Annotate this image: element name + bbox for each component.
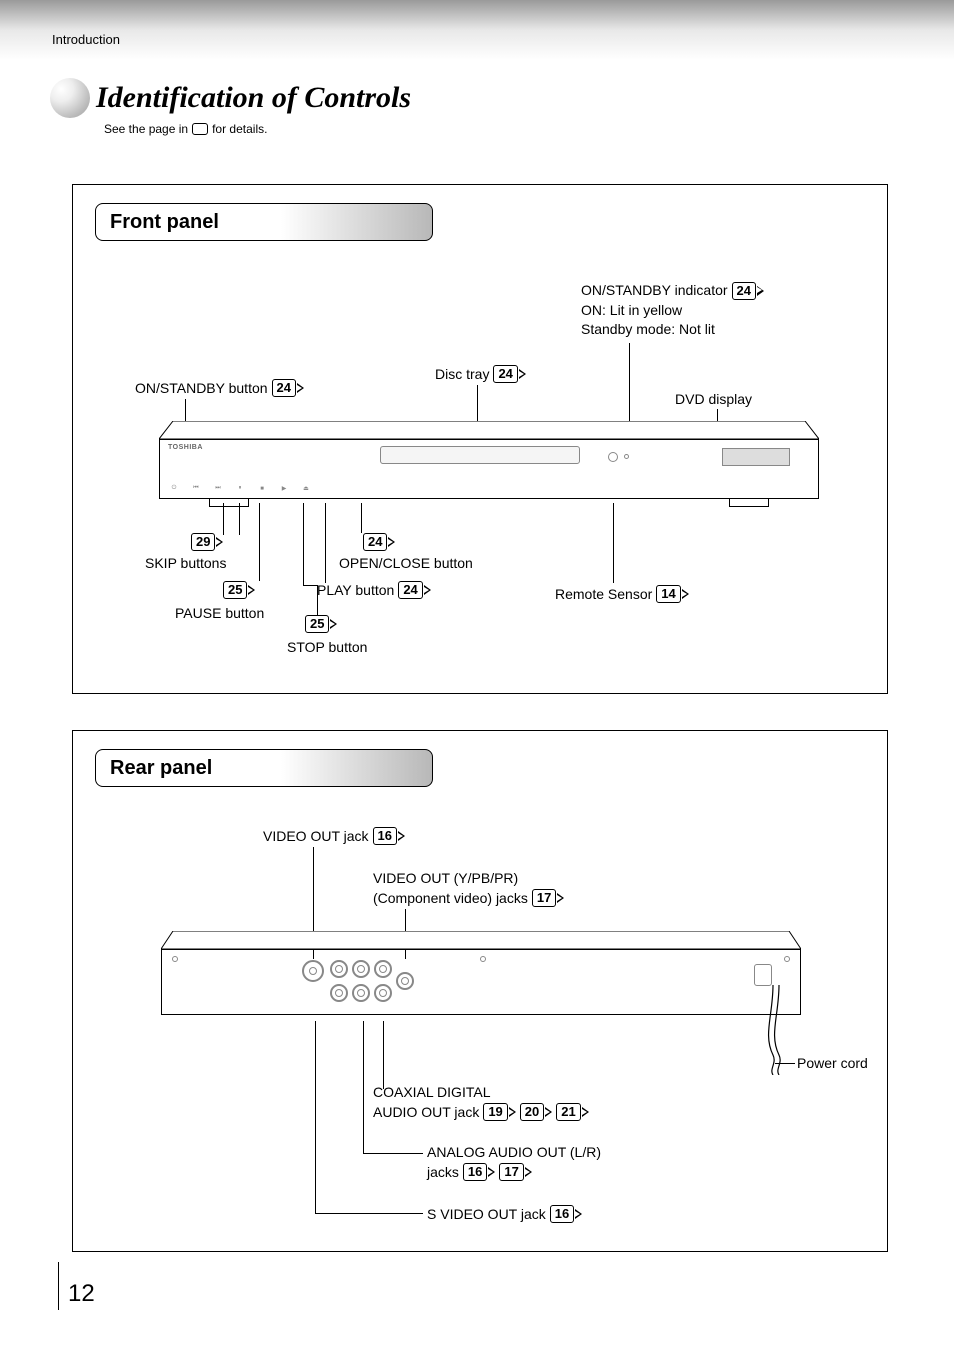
- rca-jack-icon: [352, 984, 370, 1002]
- leader-line: [363, 1153, 423, 1154]
- rca-jack-icon: [374, 984, 392, 1002]
- leader-line: [239, 503, 240, 535]
- remote-sensor-icon: [608, 452, 618, 462]
- label-play-button: PLAY button 24: [317, 581, 431, 599]
- power-cord-icon: [754, 964, 772, 986]
- page-title: Identification of Controls: [96, 81, 411, 115]
- label-analog: ANALOG AUDIO OUT (L/R) jacks 16 17: [427, 1143, 601, 1182]
- dvd-display-icon: [722, 448, 790, 466]
- ref-skip: 29: [191, 533, 223, 551]
- ref-pause: 25: [223, 581, 255, 599]
- leader-line: [383, 1021, 384, 1089]
- ref-stop: 25: [305, 615, 337, 633]
- label-on-standby-button: ON/STANDBY button 24: [135, 379, 304, 397]
- section-header: Introduction: [52, 32, 120, 47]
- device-rear-illustration: [161, 949, 801, 1015]
- svideo-jack-icon: [302, 960, 324, 982]
- disc-tray-icon: [380, 446, 580, 464]
- cord-wire-icon: [767, 985, 797, 1075]
- page-number-bar: [58, 1262, 59, 1310]
- subtitle-before: See the page in: [104, 122, 188, 136]
- label-power-cord: Power cord: [797, 1055, 868, 1071]
- subtitle-after: for details.: [212, 122, 267, 136]
- rear-panel-box: Rear panel VIDEO OUT jack 16 VIDEO OUT (…: [72, 730, 888, 1252]
- label-skip-buttons: SKIP buttons: [145, 555, 226, 571]
- page-title-wrap: Identification of Controls: [50, 78, 411, 118]
- label-svideo: S VIDEO OUT jack 16: [427, 1205, 582, 1223]
- device-front-illustration: TOSHIBA ⏻ ⏮⏭ ⏸ ■ ▶ ⏏: [159, 439, 819, 499]
- leader-line: [613, 503, 614, 583]
- front-button-row: ⏻ ⏮⏭ ⏸ ■ ▶ ⏏: [168, 485, 312, 492]
- leader-line: [315, 1213, 423, 1214]
- page-number: 12: [68, 1280, 95, 1308]
- leader-line: [775, 1063, 795, 1064]
- foot-icon: [209, 499, 249, 507]
- led-icon: [624, 454, 629, 459]
- leader-line: [361, 503, 362, 533]
- label-dvd-display: DVD display: [675, 391, 752, 407]
- page-top-gradient: [0, 0, 954, 60]
- label-stop-button: STOP button: [287, 639, 367, 655]
- label-remote-sensor: Remote Sensor 14: [555, 585, 689, 603]
- leader-line: [325, 503, 326, 583]
- leader-line: [315, 1021, 316, 1213]
- ref-box-icon: [192, 123, 208, 135]
- label-coaxial: COAXIAL DIGITAL AUDIO OUT jack 19 20 21: [373, 1083, 589, 1122]
- foot-icon: [729, 499, 769, 507]
- label-video-out: VIDEO OUT jack 16: [263, 827, 405, 845]
- label-component: VIDEO OUT (Y/PB/PR) (Component video) ja…: [373, 869, 564, 908]
- label-pause-button: PAUSE button: [175, 605, 264, 621]
- rca-jack-icon: [374, 960, 392, 978]
- label-on-standby-indicator: ON/STANDBY indicator 24 ON: Lit in yello…: [581, 281, 764, 340]
- leader-line: [363, 1021, 364, 1153]
- leader-line: [259, 503, 260, 581]
- leader-line: [303, 585, 317, 586]
- label-disc-tray: Disc tray 24: [435, 365, 526, 383]
- rca-jack-icon: [330, 960, 348, 978]
- leader-line: [223, 503, 224, 535]
- brand-label: TOSHIBA: [168, 444, 203, 451]
- rca-jack-icon: [330, 984, 348, 1002]
- label-open-close: OPEN/CLOSE button: [339, 555, 473, 571]
- rca-jack-icon: [396, 972, 414, 990]
- ref-openclose: 24: [363, 533, 395, 551]
- front-panel-box: Front panel ON/STANDBY button 24 Disc tr…: [72, 184, 888, 694]
- sphere-icon: [50, 78, 90, 118]
- rca-jack-icon: [352, 960, 370, 978]
- leader-line: [303, 503, 304, 585]
- jack-area: [302, 958, 412, 1008]
- page-subtitle: See the page in for details.: [104, 122, 267, 136]
